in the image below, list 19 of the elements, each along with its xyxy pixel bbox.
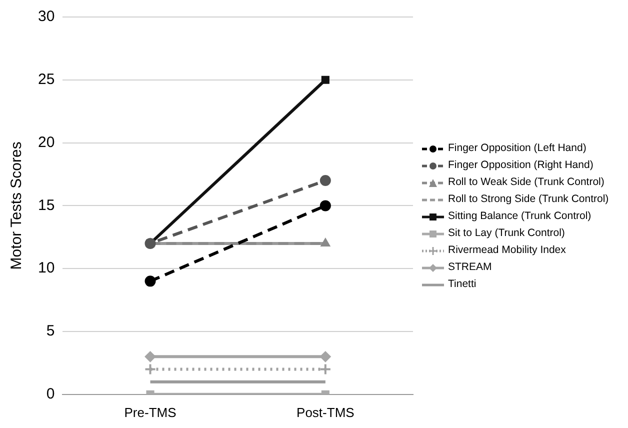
y-tick-label: 0 <box>46 386 55 403</box>
x-tick-label: Pre-TMS <box>124 404 177 420</box>
legend-label: Sitting Balance (Trunk Control) <box>448 209 592 224</box>
x-tick-label: Post-TMS <box>296 404 355 420</box>
y-tick-label: 30 <box>38 8 55 26</box>
legend-label: STREAM <box>448 260 492 275</box>
legend-label: Roll to Strong Side (Trunk Control) <box>448 192 609 207</box>
y-axis-title: Motor Tests Scores <box>8 142 26 270</box>
legend-label: Rivermead Mobility Index <box>448 243 566 258</box>
legend-label: Roll to Weak Side (Trunk Control) <box>448 175 604 190</box>
y-tick-label: 5 <box>46 322 55 340</box>
y-tick-label: 25 <box>38 71 55 88</box>
y-tick-label: 20 <box>38 134 55 151</box>
legend-label: Finger Opposition (Right Hand) <box>448 158 594 173</box>
legend-label: Tinetti <box>448 277 476 292</box>
y-tick-label: 15 <box>38 196 55 214</box>
y-tick-label: 10 <box>38 260 55 277</box>
legend-label: Sit to Lay (Trunk Control) <box>448 226 565 241</box>
legend-label: Finger Opposition (Left Hand) <box>448 141 586 156</box>
